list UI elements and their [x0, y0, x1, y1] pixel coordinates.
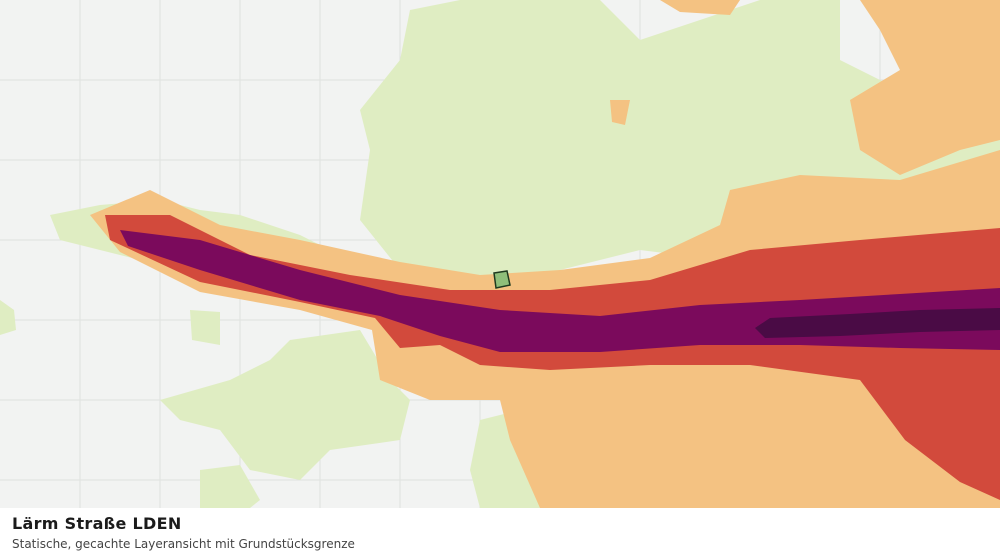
noise-zone-extreme: [755, 308, 1000, 338]
map-title: Lärm Straße LDEN: [12, 514, 182, 533]
noise-map: [0, 0, 1000, 508]
parcel-boundary: [493, 270, 511, 289]
caption-bar: Lärm Straße LDEN Statische, gecachte Lay…: [0, 508, 1000, 560]
map-subtitle: Statische, gecachte Layeransicht mit Gru…: [12, 537, 355, 551]
